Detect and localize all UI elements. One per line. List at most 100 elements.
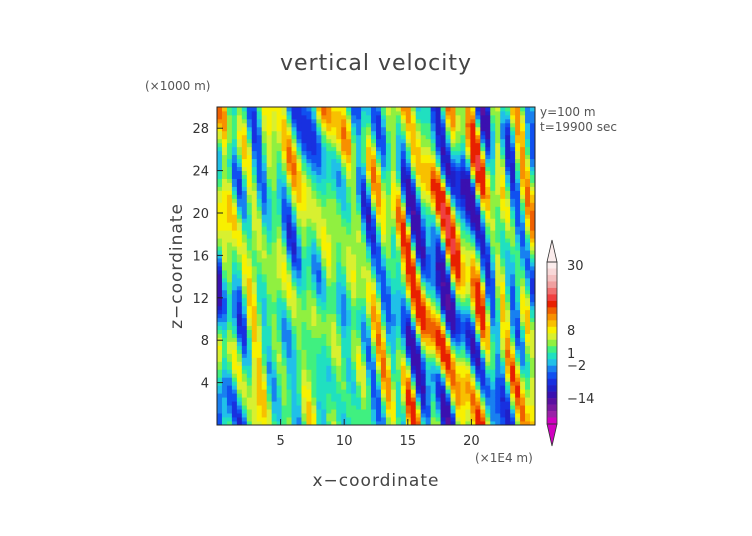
heatmap-cell <box>291 258 297 263</box>
heatmap-cell <box>415 162 422 168</box>
heatmap-cell <box>480 329 486 334</box>
heatmap-cell <box>341 393 347 398</box>
heatmap-cell <box>316 170 322 175</box>
heatmap-cell <box>380 214 387 219</box>
heatmap-cell <box>341 369 347 374</box>
heatmap-cell <box>475 305 481 311</box>
heatmap-cell <box>226 341 233 346</box>
heatmap-cell <box>385 329 392 334</box>
heatmap-cell <box>271 210 278 215</box>
heatmap-cell <box>296 273 302 279</box>
heatmap-cell <box>291 297 297 303</box>
heatmap-cell <box>306 254 312 259</box>
heatmap-cell <box>480 373 486 378</box>
heatmap-cell <box>445 417 451 422</box>
heatmap-cell <box>266 174 273 179</box>
heatmap-cell <box>236 337 243 342</box>
heatmap-cell <box>495 417 501 422</box>
heatmap-cell <box>361 417 367 422</box>
heatmap-cell <box>316 198 322 203</box>
heatmap-cell <box>430 377 437 382</box>
heatmap-cell <box>415 313 422 319</box>
heatmap-cell <box>281 353 287 358</box>
heatmap-cell <box>316 285 322 291</box>
heatmap-cell <box>331 385 337 390</box>
heatmap-cell <box>380 305 387 311</box>
heatmap-cell <box>425 409 432 414</box>
heatmap-cell <box>276 381 282 386</box>
heatmap-cell <box>366 269 372 275</box>
heatmap-cell <box>440 393 446 398</box>
heatmap-cell <box>236 162 243 168</box>
heatmap-cell <box>326 269 332 275</box>
heatmap-cell <box>341 250 347 255</box>
heatmap-cell <box>361 250 367 255</box>
heatmap-cell <box>261 301 268 307</box>
heatmap-cell <box>336 118 342 124</box>
heatmap-cell <box>336 230 342 235</box>
heatmap-cell <box>286 353 292 358</box>
heatmap-cell <box>470 130 476 136</box>
heatmap-cell <box>435 146 441 152</box>
heatmap-cell <box>485 258 491 263</box>
heatmap-cell <box>435 385 441 390</box>
heatmap-cell <box>376 349 382 354</box>
heatmap-cell <box>385 385 392 390</box>
heatmap-cell <box>465 317 471 323</box>
heatmap-cell <box>251 110 258 116</box>
heatmap-cell <box>520 198 526 203</box>
heatmap-cell <box>256 118 263 124</box>
heatmap-cell <box>525 297 531 303</box>
heatmap-cell <box>286 421 292 426</box>
heatmap-cell <box>435 397 441 402</box>
heatmap-cell <box>435 114 441 120</box>
heatmap-cell <box>410 142 417 148</box>
heatmap-cell <box>351 242 357 247</box>
heatmap-cell <box>400 389 407 394</box>
heatmap-cell <box>321 218 327 223</box>
heatmap-cell <box>316 166 322 172</box>
heatmap-cell <box>276 150 282 156</box>
heatmap-cell <box>485 182 491 187</box>
heatmap-cell <box>246 262 253 267</box>
heatmap-cell <box>460 250 466 255</box>
heatmap-cell <box>346 130 352 136</box>
heatmap-cell <box>341 285 347 291</box>
heatmap-cell <box>500 146 506 152</box>
heatmap-cell <box>460 174 466 179</box>
heatmap-cell <box>291 357 297 362</box>
heatmap-cell <box>241 190 248 195</box>
heatmap-cell <box>465 142 471 148</box>
heatmap-cell <box>505 122 511 128</box>
heatmap-cell <box>221 401 228 406</box>
heatmap-cell <box>306 369 312 374</box>
heatmap-cell <box>251 242 258 247</box>
heatmap-cell <box>256 417 263 422</box>
heatmap-cell <box>236 389 243 394</box>
heatmap-cell <box>336 182 342 187</box>
heatmap-cell <box>430 269 437 275</box>
heatmap-cell <box>395 321 402 327</box>
heatmap-cell <box>420 357 427 362</box>
heatmap-cell <box>460 285 466 291</box>
heatmap-cell <box>460 321 466 327</box>
heatmap-cell <box>470 337 476 342</box>
heatmap-cell <box>371 389 377 394</box>
heatmap-cell <box>321 182 327 187</box>
heatmap-cell <box>217 158 223 164</box>
heatmap-cell <box>500 373 506 378</box>
heatmap-cell <box>380 417 387 422</box>
heatmap-cell <box>495 258 501 263</box>
heatmap-cell <box>410 122 417 128</box>
heatmap-cell <box>495 361 501 366</box>
heatmap-cell <box>376 238 382 243</box>
heatmap-cell <box>465 134 471 140</box>
heatmap-cell <box>241 130 248 136</box>
heatmap-cell <box>380 285 387 291</box>
heatmap-cell <box>475 269 481 275</box>
heatmap-cell <box>415 198 422 203</box>
heatmap-cell <box>460 329 466 334</box>
heatmap-cell <box>261 377 268 382</box>
heatmap-cell <box>331 110 337 116</box>
heatmap-cell <box>390 190 397 195</box>
